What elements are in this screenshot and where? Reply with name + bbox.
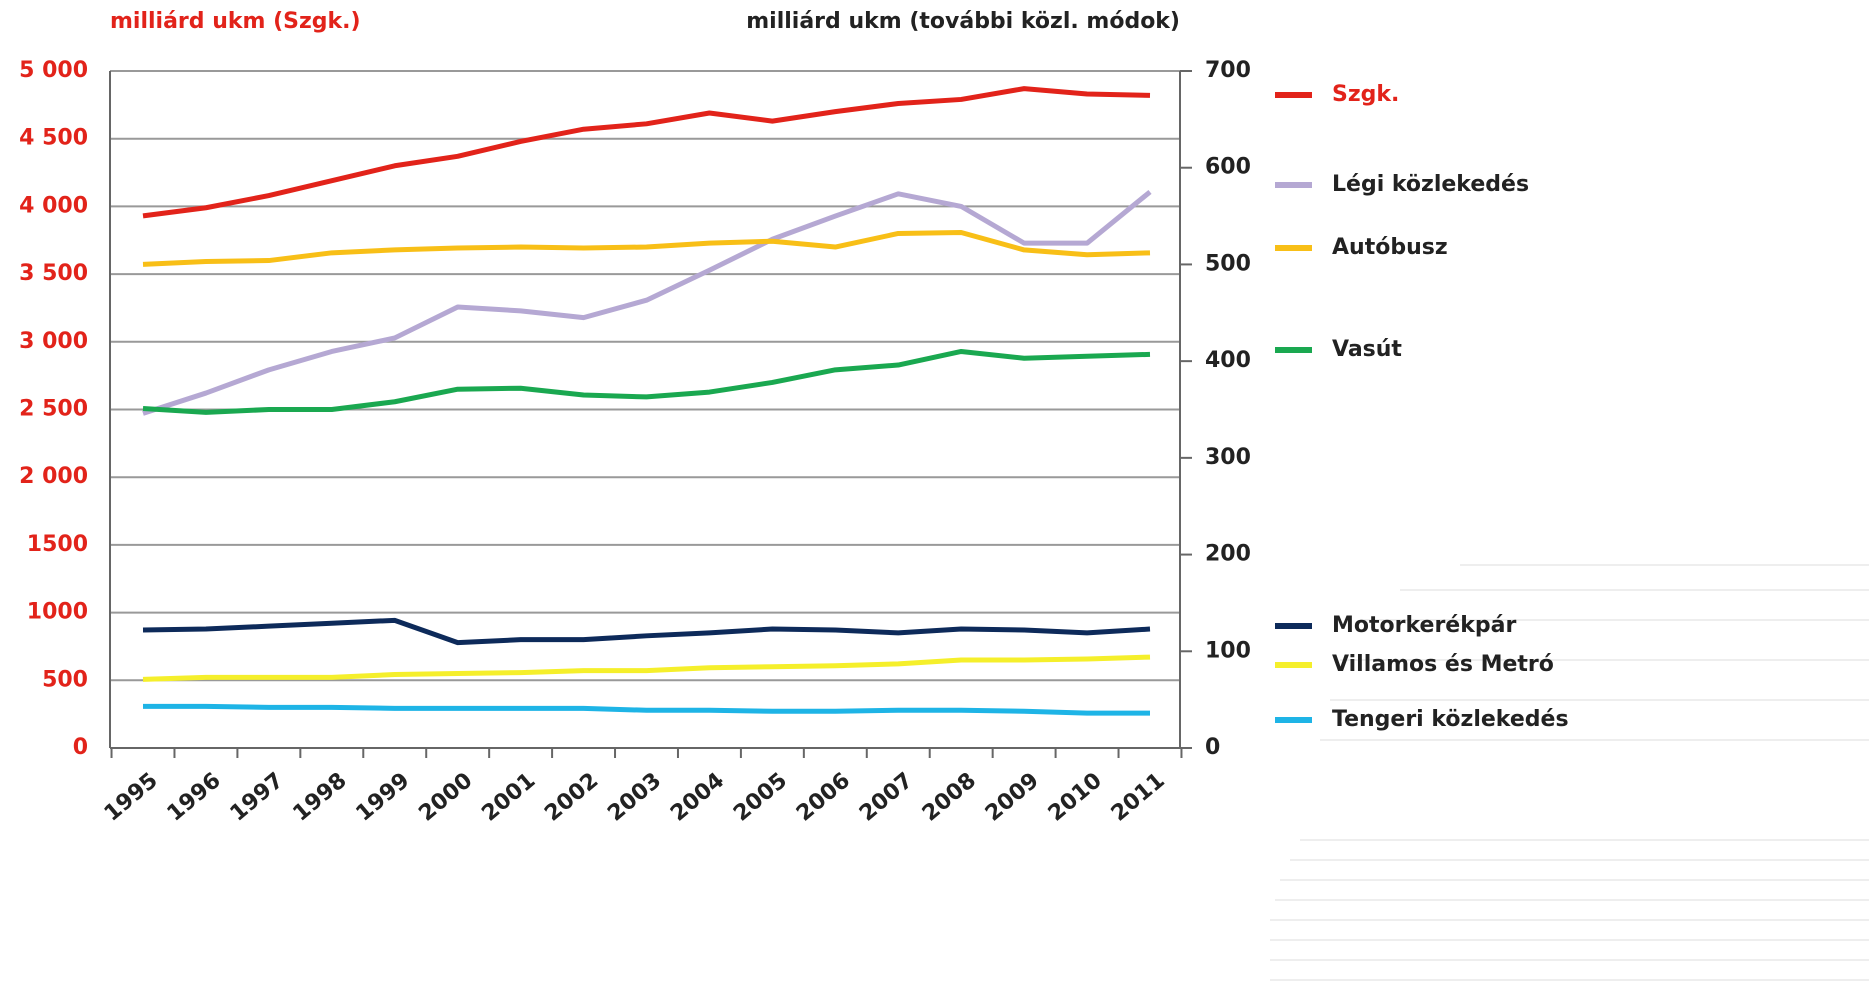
y2-tick-label: 400 [1205,348,1251,373]
x-tick-label: 1999 [351,768,414,827]
legend-label: Szgk. [1332,82,1399,107]
x-tick-label: 2009 [981,768,1044,827]
y-tick-label: 1500 [27,532,88,557]
x-tick-label: 1995 [100,768,163,827]
x-tick-label: 2001 [477,768,540,827]
x-tick-label: 1996 [163,768,226,827]
y-tick-label: 2 500 [19,397,88,422]
legend-label: Villamos és Metró [1332,652,1554,677]
x-tick-label: 2002 [540,768,603,827]
y2-tick-label: 0 [1205,735,1220,760]
x-tick-label: 1997 [226,768,289,827]
series-line [142,230,1151,267]
y-tick-label: 500 [42,667,88,692]
legend-label: Motorkerékpár [1332,613,1516,638]
series-line [143,703,1150,716]
series-line [142,654,1151,682]
x-tick-label: 2000 [414,768,477,827]
legend-label: Tengeri közlekedés [1332,707,1569,732]
x-tick-label: 2006 [792,768,855,827]
y-tick-label: 5 000 [19,58,88,83]
x-tick-label: 1998 [289,768,352,827]
y-tick-label: 4 000 [19,193,88,218]
x-tick-label: 2004 [666,768,729,827]
series-line [142,348,1151,415]
y-tick-label: 1000 [27,600,88,625]
series-line [142,189,1152,416]
x-tick-label: 2011 [1107,768,1170,827]
series-line [142,617,1151,646]
y2-axis-title: milliárd ukm (további közl. módok) [746,9,1180,34]
y2-tick-label: 500 [1205,251,1251,276]
y-tick-label: 0 [73,735,88,760]
decoration [1270,564,1869,981]
y2-tick-label: 600 [1205,155,1251,180]
x-tick-label: 2010 [1044,768,1107,827]
y2-tick-label: 700 [1205,58,1251,83]
legend-label: Autóbusz [1332,235,1448,260]
y2-tick-label: 300 [1205,445,1251,470]
y-tick-label: 4 500 [19,126,88,151]
y-axis-title: milliárd ukm (Szgk.) [110,9,361,34]
y-tick-label: 2 000 [19,464,88,489]
y-tick-label: 3 500 [19,261,88,286]
x-tick-label: 2007 [855,768,918,827]
y2-tick-label: 100 [1205,638,1251,663]
series-line [142,86,1151,219]
legend-label: Légi közlekedés [1332,172,1529,197]
y-tick-label: 3 000 [19,329,88,354]
y2-tick-label: 200 [1205,542,1251,567]
x-tick-label: 2005 [729,768,792,827]
legend-label: Vasút [1332,337,1402,362]
x-tick-label: 2008 [918,768,981,827]
stripes [1270,564,1869,981]
x-tick-label: 2003 [603,768,666,827]
